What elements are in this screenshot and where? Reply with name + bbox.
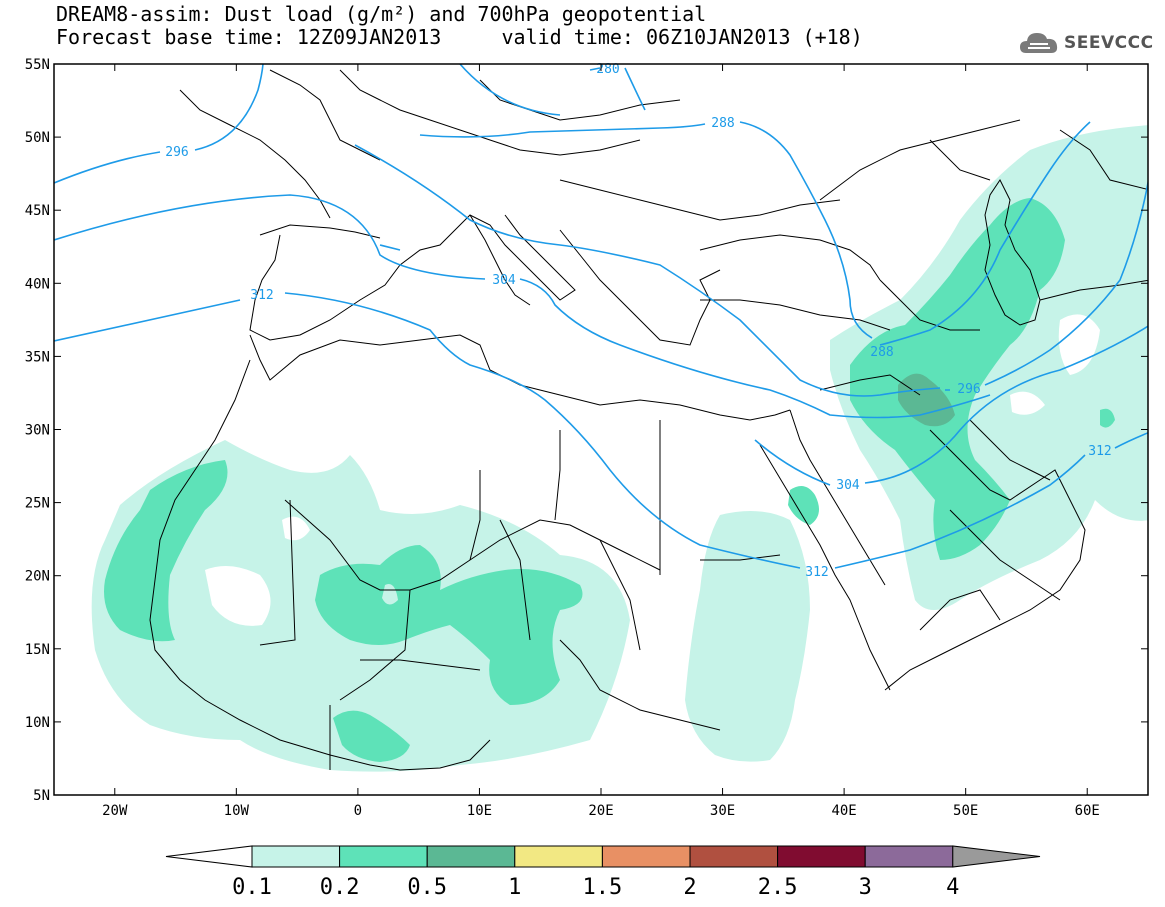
- lat-tick-label: 55N: [25, 57, 50, 73]
- longitude-axis: 20W 10W 0 10E 20E 30E 40E 50E 60E: [102, 64, 1100, 819]
- dust-region-sahel-mid: [315, 545, 583, 705]
- colorbar-bin: [426, 845, 516, 868]
- map-title: DREAM8-assim: Dust load (g/m²) and 700hP…: [56, 2, 707, 26]
- colorbar-bin: [251, 845, 341, 868]
- dust-region-west-africa-mid: [104, 460, 228, 642]
- logo-text: SEEVCCC: [1064, 33, 1154, 53]
- colorbar-level-label: 0.2: [320, 875, 360, 900]
- lat-tick-label: 20N: [25, 569, 50, 585]
- contour-label: 288: [870, 345, 893, 360]
- contour-labels: 296 288 304 312 280 288 296 304 312 312: [165, 62, 1111, 580]
- contour-280: [459, 64, 646, 116]
- colorbar-level-label: 0.1: [232, 875, 272, 900]
- colorbar-bin: [689, 845, 779, 868]
- dust-shading: [91, 125, 1148, 772]
- colorbar-level-label: 0.5: [407, 875, 447, 900]
- colorbar-high-arrow: [952, 845, 1041, 868]
- colorbar-bin: [864, 845, 954, 868]
- lat-tick-label: 10N: [25, 715, 50, 731]
- lat-tick-label: 35N: [25, 349, 50, 365]
- lon-tick-label: 60E: [1075, 803, 1100, 819]
- contour-296-b: [354, 144, 1148, 397]
- dust-region-nile-low: [685, 511, 810, 762]
- contour-label: 304: [836, 478, 860, 493]
- lat-tick-label: 30N: [25, 423, 50, 439]
- contour-312-east: [1114, 431, 1148, 449]
- lon-tick-label: 0: [354, 803, 362, 819]
- colorbar-bin: [339, 845, 428, 868]
- colorbar-low-arrow: [165, 845, 253, 868]
- contour-label: 296: [957, 382, 980, 397]
- lat-tick-label: 45N: [25, 203, 50, 219]
- map-subtitle: Forecast base time: 12Z09JAN2013 valid t…: [56, 25, 863, 49]
- dust-region-iran-mid: [1100, 408, 1115, 428]
- dust-region-red-sea-mid: [788, 486, 819, 525]
- lat-tick-label: 50N: [25, 130, 50, 146]
- lat-tick-label: 5N: [33, 788, 50, 804]
- colorbar: 0.1 0.2 0.5 1 1.5 2 2.5 3 4: [165, 845, 1041, 900]
- contour-304-north: [54, 194, 991, 419]
- geopotential-contours: [54, 64, 1148, 569]
- colorbar-bin: [514, 845, 603, 868]
- dust-region-iraq-high: [898, 373, 955, 427]
- contour-304-east: [754, 325, 1148, 486]
- contour-296-east: [879, 121, 1091, 346]
- lon-tick-label: 10E: [467, 803, 492, 819]
- contour-296: [54, 64, 264, 184]
- colorbar-bin: [601, 845, 691, 868]
- contour-label: 280: [596, 62, 619, 77]
- cloud-icon: [1020, 33, 1058, 53]
- contour-312: [54, 292, 1086, 569]
- dust-region-mesopotamia-mid: [850, 198, 1065, 560]
- lon-tick-label: 40E: [831, 803, 856, 819]
- lat-tick-label: 15N: [25, 642, 50, 658]
- contour-288: [419, 121, 873, 339]
- colorbar-level-label: 1: [508, 875, 521, 900]
- colorbar-level-label: 2: [683, 875, 696, 900]
- contour-label: 304: [492, 273, 516, 288]
- contour-label: 312: [805, 565, 828, 580]
- colorbar-level-label: 2.5: [758, 875, 798, 900]
- coastlines: [149, 69, 1148, 771]
- lon-tick-label: 50E: [953, 803, 978, 819]
- contour-label: 288: [711, 116, 734, 131]
- lat-tick-label: 40N: [25, 276, 50, 292]
- lon-tick-label: 10W: [224, 803, 250, 819]
- lon-tick-label: 20E: [588, 803, 613, 819]
- lon-tick-label: 20W: [102, 803, 128, 819]
- latitude-axis: 55N 50N 45N 40N 35N 30N 25N 20N 15N 10N 5N: [25, 57, 1148, 804]
- contour-label: 312: [250, 288, 273, 303]
- contour-label: 296: [165, 145, 188, 160]
- lat-tick-label: 25N: [25, 496, 50, 512]
- colorbar-level-label: 3: [859, 875, 872, 900]
- contour-label: 312: [1088, 444, 1111, 459]
- seevccc-logo: SEEVCCC: [1018, 28, 1154, 58]
- colorbar-level-label: 4: [946, 875, 959, 900]
- colorbar-bin: [777, 845, 866, 868]
- lon-tick-label: 30E: [710, 803, 735, 819]
- colorbar-level-label: 1.5: [583, 875, 623, 900]
- dust-region-gulf-guinea-mid: [333, 710, 410, 762]
